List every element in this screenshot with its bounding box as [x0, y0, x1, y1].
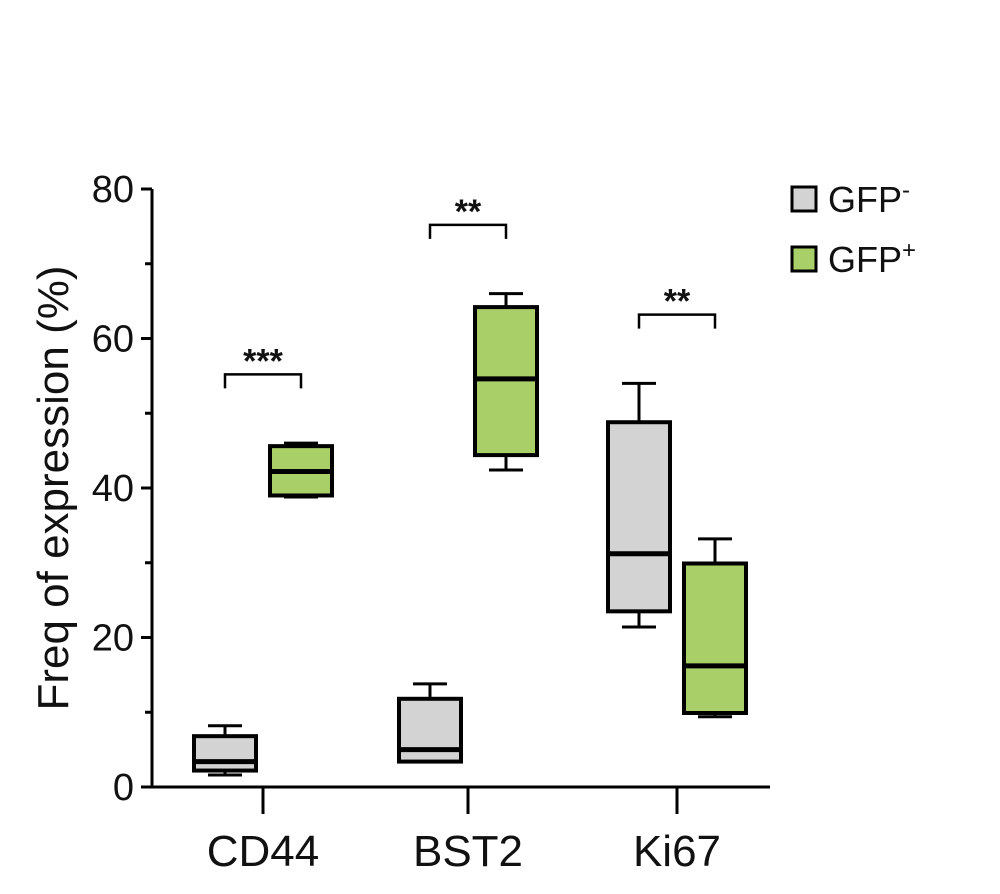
- box-bst2-gfp-pos: [473, 292, 539, 472]
- box-iqr: [682, 561, 748, 715]
- y-tick-label: 40: [92, 468, 134, 510]
- legend: GFP- GFP+: [790, 177, 916, 280]
- y-tick-label: 60: [92, 319, 134, 361]
- significance-bst2: **: [428, 193, 508, 239]
- significance-bracket: [428, 223, 508, 239]
- significance-stars: ***: [243, 342, 283, 380]
- legend-entry-gfp-neg: GFP-: [790, 177, 910, 220]
- significance-bracket: [637, 313, 717, 329]
- y-tick-label: 0: [113, 767, 134, 809]
- box-iqr: [606, 420, 672, 614]
- significance-annotations: *******: [223, 193, 717, 389]
- x-category-label: CD44: [207, 827, 320, 876]
- significance-stars: **: [664, 283, 691, 321]
- box-ki67-gfp-neg: [606, 381, 672, 629]
- y-axis-title: Freq of expression (%): [29, 265, 78, 710]
- box-ki67-gfp-pos: [682, 537, 748, 719]
- y-tick-label: 20: [92, 618, 134, 660]
- box-bst2-gfp-neg: [397, 682, 463, 764]
- box-cd44-gfp-neg: [192, 724, 258, 777]
- box-cd44-gfp-pos: [268, 441, 334, 499]
- x-category-label: BST2: [413, 827, 523, 876]
- legend-label: GFP+: [828, 237, 916, 280]
- significance-cd44: ***: [223, 342, 303, 389]
- legend-label: GFP-: [828, 177, 910, 220]
- legend-swatch: [790, 185, 818, 213]
- box-iqr: [192, 734, 258, 773]
- significance-stars: **: [455, 193, 482, 231]
- x-category-label: Ki67: [633, 827, 721, 876]
- axes: 0 20 40 60 80 CD44 BST2 Ki67: [92, 169, 770, 876]
- significance-bracket: [223, 373, 303, 389]
- y-tick-label: 80: [92, 169, 134, 211]
- legend-swatch: [790, 245, 818, 273]
- box-iqr: [397, 696, 463, 764]
- significance-ki67: **: [637, 283, 717, 329]
- box-plot-series: [192, 292, 748, 777]
- legend-entry-gfp-pos: GFP+: [790, 237, 916, 280]
